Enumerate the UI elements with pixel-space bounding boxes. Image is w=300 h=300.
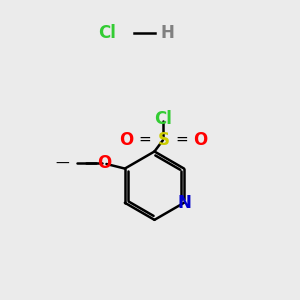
Text: O: O [97, 154, 111, 172]
Text: =: = [138, 132, 151, 147]
Text: H: H [160, 24, 174, 42]
Text: S: S [158, 130, 169, 148]
Text: —: — [56, 156, 74, 170]
Text: N: N [177, 194, 191, 212]
Text: Cl: Cl [154, 110, 172, 128]
Text: Cl: Cl [98, 24, 116, 42]
Text: O: O [194, 130, 208, 148]
Text: O: O [119, 130, 133, 148]
Text: =: = [176, 132, 188, 147]
